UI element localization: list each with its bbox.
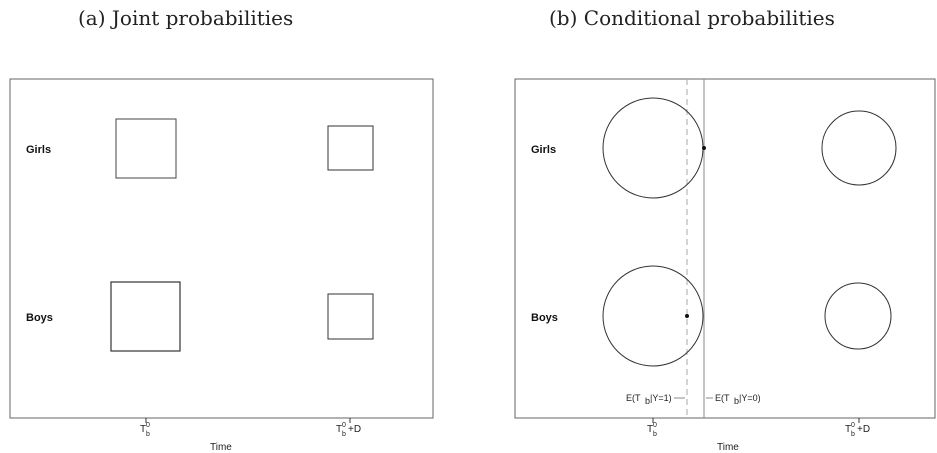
svg-text:0: 0 [146,422,150,429]
square-girls-t0-plus-d [327,125,374,171]
svg-text:|Y=0): |Y=0) [739,393,761,403]
dot-girls-expectation [702,146,706,150]
x-tick-label-t0-plus-d: T 0 b +D [336,422,361,438]
x-tick-label-t0: T 0 b [647,422,657,438]
svg-text:|Y=1): |Y=1) [650,393,672,403]
plot-frame [9,78,434,419]
svg-text:E(T: E(T [715,393,730,403]
row-label-boys: Boys [26,312,53,324]
svg-text:b: b [653,431,657,438]
svg-text:E(T: E(T [626,393,641,403]
x-tick-label-t0-plus-d: T 0 b +D [845,422,870,438]
annotation-e-tb-y1: E(T b |Y=1) [626,393,672,406]
x-axis-title: Time [717,442,739,453]
svg-text:b: b [851,431,855,438]
svg-text:+D: +D [857,424,870,435]
caption-conditional: (b) Conditional probabilities [549,6,835,30]
row-label-girls: Girls [26,144,51,156]
svg-text:T: T [140,424,146,435]
square-boys-t0 [110,281,181,352]
svg-text:+D: +D [348,424,361,435]
svg-text:T: T [647,424,653,435]
svg-text:0: 0 [851,422,855,429]
svg-text:b: b [342,431,346,438]
caption-joint: (a) Joint probabilities [78,6,294,30]
svg-text:0: 0 [342,422,346,429]
row-label-girls: Girls [531,144,556,156]
svg-text:b: b [645,396,650,406]
square-boys-t0-plus-d [327,293,374,340]
circle-girls-t0-plus-d [821,110,897,186]
svg-text:T: T [336,424,342,435]
circle-girls-t0 [602,97,704,199]
annotation-e-tb-y0: E(T b |Y=0) [715,393,761,406]
row-label-boys: Boys [531,312,558,324]
svg-text:T: T [845,424,851,435]
svg-text:b: b [734,396,739,406]
x-axis-title: Time [210,442,232,453]
svg-text:0: 0 [653,422,657,429]
plot-frame [514,78,936,419]
circle-boys-t0 [602,265,704,367]
square-girls-t0 [115,118,177,179]
svg-text:b: b [146,431,150,438]
circle-boys-t0-plus-d [824,282,892,350]
dot-boys-expectation [685,314,689,318]
x-tick-label-t0: T 0 b [140,422,150,438]
